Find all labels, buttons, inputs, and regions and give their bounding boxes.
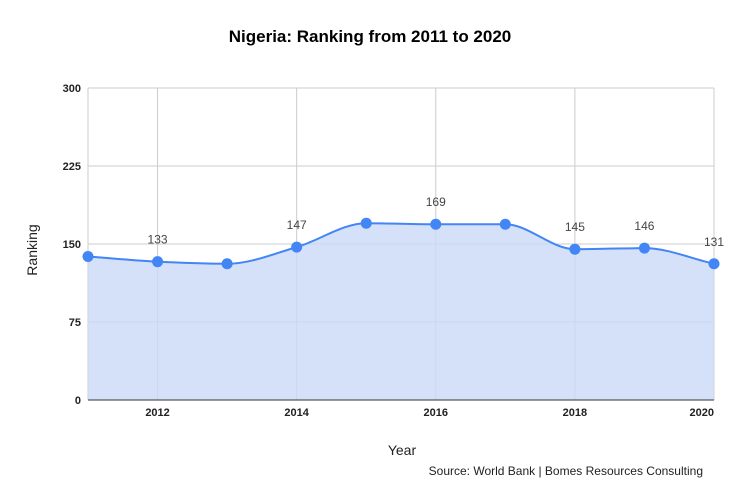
data-point	[638, 242, 650, 254]
data-point	[360, 217, 372, 229]
data-point	[708, 258, 720, 270]
data-point	[430, 218, 442, 230]
x-tick-label: 2018	[563, 407, 587, 419]
data-labels: 133 147 169 145 146 131	[148, 195, 725, 249]
y-axis-label: Ranking	[24, 224, 40, 275]
data-point	[82, 250, 94, 262]
y-axis-ticks: 0 75 150 225 300	[63, 83, 81, 407]
y-tick-label: 225	[63, 161, 81, 173]
y-tick-label: 0	[75, 395, 81, 407]
x-tick-label: 2020	[690, 407, 714, 419]
data-point	[499, 218, 511, 230]
y-tick-label: 150	[63, 239, 81, 251]
data-label: 133	[148, 233, 168, 247]
x-axis-ticks: 2012 2014 2016 2018 2020	[145, 407, 714, 419]
x-axis-label: Year	[388, 442, 417, 458]
data-point	[152, 256, 164, 268]
data-points	[82, 217, 720, 401]
series-area	[88, 223, 714, 400]
data-label: 145	[565, 220, 585, 234]
data-point	[291, 241, 303, 253]
x-tick-label: 2014	[284, 407, 309, 419]
data-point	[221, 258, 233, 270]
data-label: 169	[426, 195, 446, 209]
data-label: 147	[287, 218, 307, 232]
chart-title: Nigeria: Ranking from 2011 to 2020	[229, 27, 512, 46]
y-tick-label: 75	[69, 317, 81, 329]
x-tick-label: 2012	[145, 407, 169, 419]
data-point	[569, 243, 581, 255]
data-label: 131	[704, 235, 724, 249]
y-tick-label: 300	[63, 83, 81, 95]
data-label: 146	[634, 219, 654, 233]
series-line	[87, 222, 715, 265]
x-tick-label: 2016	[424, 407, 448, 419]
source-note: Source: World Bank | Bomes Resources Con…	[429, 464, 703, 478]
